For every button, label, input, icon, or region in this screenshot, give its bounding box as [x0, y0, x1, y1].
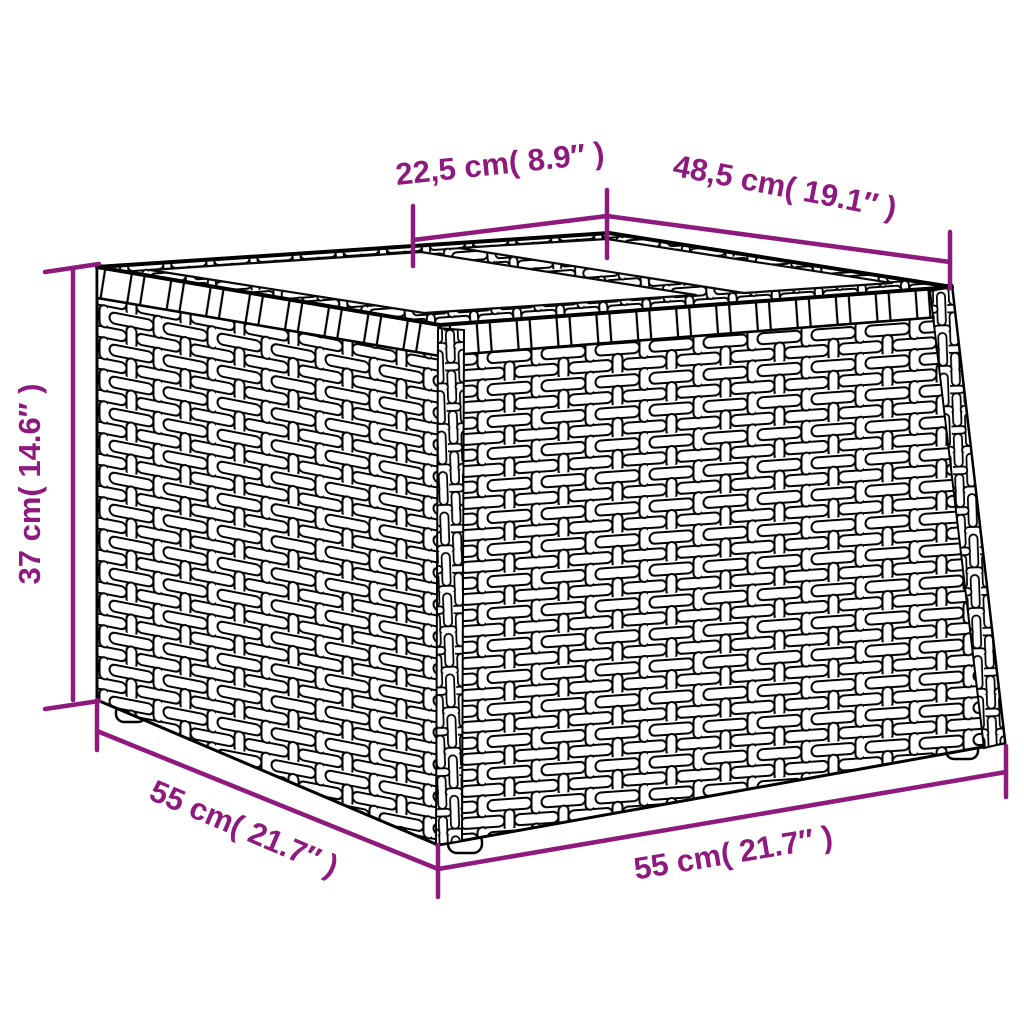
glass-panel-right [457, 237, 894, 295]
wicker-corner-front [434, 326, 466, 847]
dimension-height-label: 37 cm( 14.6″ ) [12, 384, 47, 585]
rattan-side-table [95, 231, 1007, 855]
glass-panel-left [148, 250, 698, 315]
dimension-glass-length-label: 48,5 cm( 19.1″ ) [670, 148, 899, 226]
wicker-left-face [95, 265, 442, 847]
dimension-height: 37 cm( 14.6″ ) [12, 261, 102, 712]
dimension-glass-width-label: 22,5 cm( 8.9″ ) [394, 135, 606, 192]
wicker-front-face [436, 285, 1007, 847]
